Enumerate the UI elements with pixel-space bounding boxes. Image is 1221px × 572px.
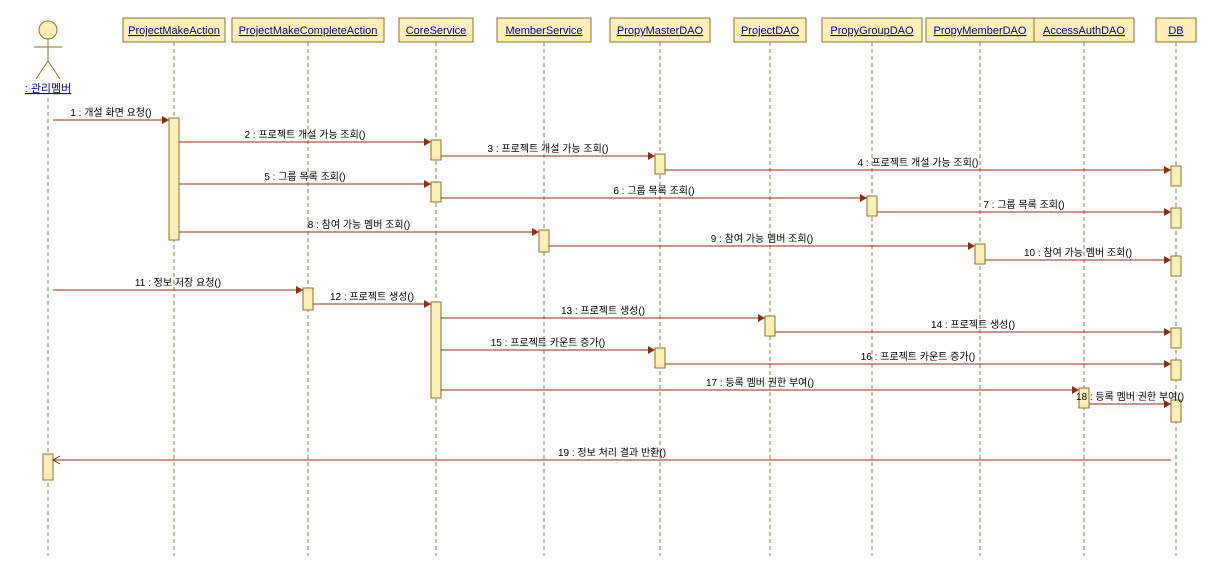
activation-pma-1 [169, 118, 179, 240]
lifeline-label-pmdao: PropyMasterDAO [617, 25, 704, 37]
lifeline-label-core: CoreService [406, 25, 467, 37]
message-label-5: 5 : 그룹 목록 조회() [264, 171, 345, 183]
lifeline-label-pmemd: PropyMemberDAO [934, 25, 1027, 37]
message-label-12: 12 : 프로젝트 생성() [330, 291, 414, 303]
activation-db-13 [1171, 166, 1181, 186]
message-label-6: 6 : 그룹 목록 조회() [613, 185, 694, 197]
activation-db-18 [1171, 400, 1181, 422]
activation-pgdao-10 [867, 196, 877, 216]
message-label-17: 17 : 등록 멤버 권한 부여() [706, 377, 814, 389]
activation-core-5 [431, 302, 441, 398]
message-label-14: 14 : 프로젝트 생성() [931, 319, 1015, 331]
lifeline-label-pma: ProjectMakeAction [128, 25, 220, 37]
message-label-8: 8 : 참여 가능 멤버 조회() [308, 219, 411, 231]
lifeline-label-aadao: AccessAuthDAO [1043, 25, 1125, 37]
message-label-4: 4 : 프로젝트 개설 가능 조회() [858, 157, 979, 169]
actor: : 관리멤버 [25, 21, 72, 95]
message-label-15: 15 : 프로젝트 카운트 증가() [491, 337, 605, 349]
lifeline-label-mem: MemberService [505, 25, 582, 37]
lifeline-label-pgdao: PropyGroupDAO [830, 25, 914, 37]
message-label-9: 9 : 참여 가능 멤버 조회() [711, 233, 814, 245]
message-label-19: 19 : 정보 처리 결과 반환() [558, 447, 666, 459]
lifeline-label-db: DB [1168, 25, 1183, 37]
message-label-10: 10 : 참여 가능 멤버 조회() [1024, 247, 1132, 259]
message-label-13: 13 : 프로젝트 생성() [561, 305, 645, 317]
activation-db-17 [1171, 360, 1181, 380]
activation-pmdao-7 [655, 154, 665, 174]
message-label-2: 2 : 프로젝트 개설 가능 조회() [245, 129, 366, 141]
message-label-18: 18 : 등록 멤버 권한 부여() [1076, 391, 1184, 403]
message-label-16: 16 : 프로젝트 카운트 증가() [861, 351, 975, 363]
activation-db-15 [1171, 256, 1181, 276]
message-label-3: 3 : 프로젝트 개설 가능 조회() [488, 143, 609, 155]
activation-db-16 [1171, 328, 1181, 348]
message-label-7: 7 : 그룹 목록 조회() [983, 199, 1064, 211]
sequence-diagram: : 관리멤버 ProjectMakeAction ProjectMakeComple… [0, 0, 1221, 572]
actor-label: : 관리멤버 [25, 82, 72, 95]
activation-pmdao-8 [655, 348, 665, 368]
activation-pmemd-11 [975, 244, 985, 264]
lifeline-label-pmca: ProjectMakeCompleteAction [239, 25, 378, 37]
activation-pjdao-9 [765, 316, 775, 336]
activation-actor-0 [43, 454, 53, 480]
message-label-1: 1 : 개설 화면 요청() [70, 107, 151, 119]
message-label-11: 11 : 정보 저장 요청() [135, 277, 221, 289]
lifeline-label-pjdao: ProjectDAO [741, 25, 800, 37]
activation-db-14 [1171, 208, 1181, 228]
activation-core-4 [431, 182, 441, 202]
activation-pmca-2 [303, 288, 313, 310]
activation-core-3 [431, 140, 441, 160]
activation-mem-6 [539, 230, 549, 252]
